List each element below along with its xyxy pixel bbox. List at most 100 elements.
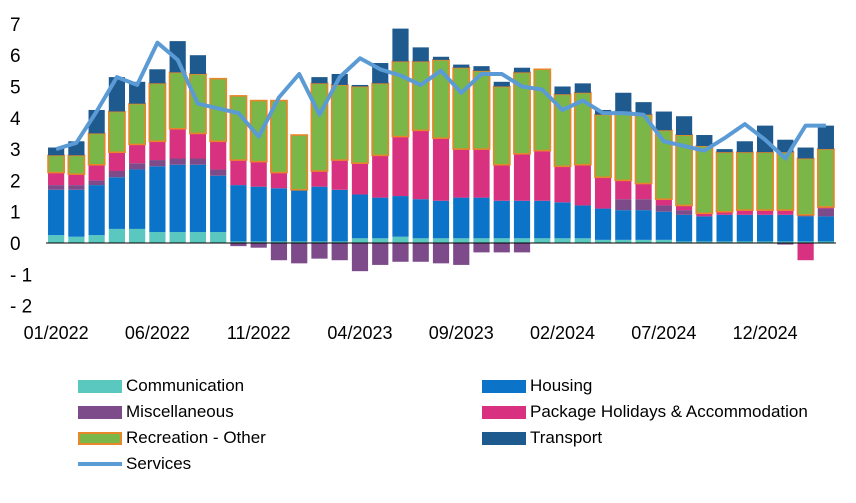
bar-segment [108, 171, 125, 178]
bar-segment [230, 243, 247, 247]
services-line [55, 40, 826, 161]
bar-segment [351, 163, 369, 195]
x-axis: 01/2022 06/2022 11/2022 04/2023 09/2023 02/20… [24, 323, 798, 343]
bar-segment [453, 197, 470, 239]
legend-swatch [482, 431, 526, 445]
bar-segment [614, 110, 633, 182]
bar-segment [554, 86, 571, 95]
bar-segment [655, 199, 672, 206]
chart-canvas: - 2 - 1 0 1 2 3 4 5 6 7 01/2022 06/2022 11/2022 04/2… [10, 15, 836, 343]
y-tick-label: - 2 [10, 297, 32, 318]
bar-segment [715, 151, 734, 213]
bar-segment [270, 241, 288, 243]
bar-segment [716, 149, 733, 153]
bar-segment [777, 241, 794, 243]
bar-segment [88, 235, 105, 243]
bar-segment [473, 238, 490, 243]
y-tick-label: 7 [10, 15, 21, 36]
bar-segment [230, 160, 247, 186]
bar-segment [189, 158, 207, 165]
y-tick-label: 0 [10, 234, 21, 255]
bar-segment [250, 161, 267, 187]
bar-segment [372, 238, 389, 243]
bar-segment [149, 160, 166, 167]
y-tick-label: 2 [10, 171, 21, 192]
bar-segment [311, 243, 328, 259]
bar-segment [48, 185, 65, 190]
bar-segment [453, 149, 470, 198]
bar-segment [392, 136, 409, 197]
bar-segment [412, 238, 429, 243]
bar-segment [371, 82, 390, 157]
bar-segment [67, 154, 86, 175]
bar-segment [534, 238, 551, 243]
bar-segment [716, 211, 733, 215]
bar-segment [311, 186, 328, 242]
bar-segment [331, 241, 348, 243]
bar-segment [776, 151, 795, 211]
bar-segment [675, 210, 693, 215]
bar-segment [412, 199, 429, 239]
bar-segment [513, 243, 531, 253]
bar-segment [270, 172, 288, 189]
bar-segment [392, 196, 409, 237]
services-line-path [55, 40, 826, 161]
bar-segment [615, 180, 632, 200]
bar-segment [88, 180, 105, 186]
bar-segment [129, 144, 146, 164]
bar-segment [796, 157, 815, 216]
bar-segment [675, 214, 693, 242]
bar-segment [453, 238, 470, 243]
bar-segment [108, 77, 125, 112]
bar-segment [48, 235, 65, 243]
bar-segment [48, 147, 65, 156]
legend-swatch [78, 462, 122, 466]
legend-item-package-holidays: Package Holidays & Accommodation [482, 400, 808, 424]
y-tick-label: - 1 [10, 265, 32, 286]
bar-segment [68, 236, 85, 243]
bar-segment [210, 141, 227, 170]
negative-bars [230, 243, 814, 272]
bar-segment [189, 133, 207, 159]
bar-segment [655, 239, 672, 243]
bar-segment [777, 243, 794, 245]
y-tick-label: 5 [10, 78, 21, 99]
bar-segment [736, 214, 753, 242]
bar-segment [412, 47, 429, 62]
bar-segment [675, 205, 693, 211]
bar-segment [372, 155, 389, 198]
legend-item-housing: Housing [482, 374, 592, 398]
bar-segment [412, 130, 429, 200]
bar-segment [48, 172, 65, 186]
bar-segment [473, 197, 490, 239]
bar-segment [149, 166, 166, 233]
bar-segment [635, 199, 652, 211]
legend-item-services: Services [78, 452, 191, 476]
bar-segment [453, 243, 470, 265]
bar-segment [675, 116, 693, 136]
y-axis: - 2 - 1 0 1 2 3 4 5 6 7 [10, 15, 32, 318]
x-tick-label: 11/2022 [227, 323, 291, 343]
bar-segment [432, 238, 450, 243]
bar-segment [351, 84, 369, 87]
bar-segment [757, 241, 774, 243]
bar-segment [777, 210, 794, 215]
x-tick-label: 02/2024 [530, 323, 595, 343]
bar-segment [594, 177, 612, 209]
bar-segment [655, 211, 672, 240]
bar-segment [736, 141, 753, 153]
bar-segment [330, 84, 349, 161]
bar-segment [331, 160, 348, 190]
bar-segment [432, 56, 450, 60]
bar-segment [513, 200, 531, 239]
bar-segment [392, 236, 409, 243]
bar-segment [351, 194, 369, 239]
bar-segment [513, 67, 531, 73]
legend-label: Services [126, 454, 192, 473]
bar-segment [87, 132, 106, 166]
bar-segment [735, 151, 754, 211]
x-tick-label: 07/2024 [631, 323, 696, 343]
bar-segment [615, 199, 632, 211]
bar-segment [68, 174, 85, 186]
bar-segment [108, 177, 125, 229]
